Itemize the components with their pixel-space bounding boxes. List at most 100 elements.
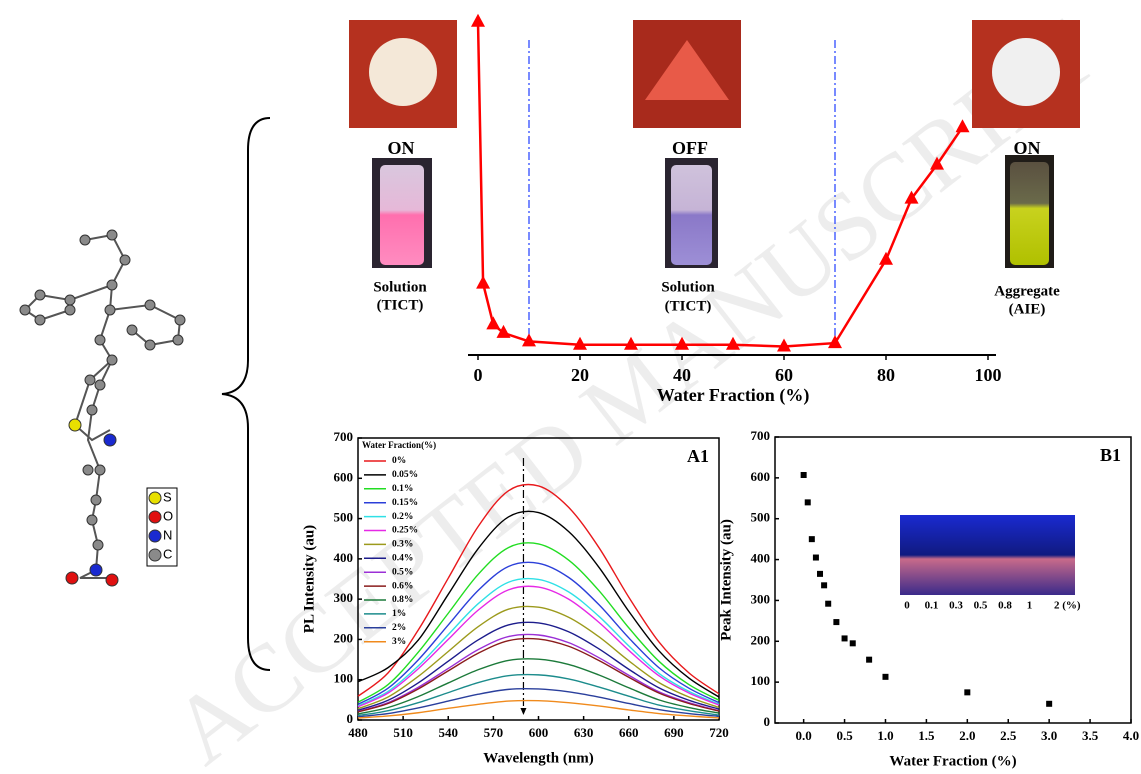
bond <box>79 233 127 579</box>
plot-frame <box>774 436 1132 724</box>
marker <box>833 619 840 626</box>
x-tick-label: 660 <box>619 725 639 740</box>
marker <box>476 275 491 289</box>
legend-title: Water Fraction(%) <box>362 440 436 450</box>
marker <box>522 333 536 347</box>
atom-swatch <box>148 491 162 505</box>
marker <box>675 336 689 350</box>
data-line <box>357 542 720 703</box>
marker <box>849 640 856 647</box>
data-line <box>357 483 720 697</box>
marker <box>821 582 828 589</box>
y-tick-label: 100 <box>751 673 771 688</box>
atom-label: C <box>163 546 172 561</box>
x-tick-label: 4.0 <box>1123 728 1139 743</box>
legend-label: 0.8% <box>392 595 413 605</box>
y-tick-label: 600 <box>334 469 354 484</box>
marker <box>726 336 740 350</box>
arrow-head <box>520 708 527 715</box>
inset-label: 0.1 <box>925 600 939 612</box>
legend-label: 0% <box>392 456 406 466</box>
face <box>369 38 437 106</box>
legend-label: 3% <box>392 637 406 647</box>
marker <box>812 554 819 561</box>
x-axis-label: Wavelength (nm) <box>483 750 593 766</box>
y-tick-label: 100 <box>334 671 354 686</box>
data-line <box>357 577 720 707</box>
atom-swatch <box>148 529 162 543</box>
legend-label: 0.4% <box>392 553 413 563</box>
marker <box>777 338 791 352</box>
inset-label: 0.3 <box>949 600 963 612</box>
bond <box>109 303 182 347</box>
legend-label: 0.25% <box>392 526 418 536</box>
y-tick-label: 300 <box>334 590 354 605</box>
annotation: ON <box>388 138 415 158</box>
annotation: Aggregate <box>994 283 1060 299</box>
x-tick-label: 0 <box>474 365 483 385</box>
data-line <box>357 621 720 711</box>
data-line <box>357 699 720 719</box>
fan <box>645 40 729 100</box>
marker <box>882 673 889 680</box>
marker <box>804 499 811 506</box>
marker <box>624 336 638 350</box>
legend-label: 1% <box>392 609 406 619</box>
y-tick-label: 500 <box>751 510 771 525</box>
x-tick-label: 720 <box>709 725 729 740</box>
x-tick-label: 2.5 <box>1000 728 1017 743</box>
molecule <box>19 229 186 587</box>
marker <box>825 600 832 607</box>
vial-yellow <box>1010 162 1049 265</box>
x-axis-label: Water Fraction (%) <box>657 385 810 406</box>
x-tick-label: 3.0 <box>1041 728 1057 743</box>
y-tick-label: 200 <box>334 630 354 645</box>
x-tick-label: 40 <box>673 365 691 385</box>
x-tick-label: 690 <box>664 725 684 740</box>
marker <box>573 336 587 350</box>
inset-label: 2 (%) <box>1054 600 1081 612</box>
legend-label: 0.05% <box>392 470 418 480</box>
y-tick-label: 700 <box>334 429 354 444</box>
inset-label: 1 <box>1027 600 1033 612</box>
marker <box>471 13 485 27</box>
y-tick-label: 400 <box>751 551 771 566</box>
marker <box>800 471 807 478</box>
data-line <box>357 658 720 715</box>
data-line <box>357 633 720 713</box>
y-axis-label: Peak Intensity (au) <box>718 519 734 641</box>
y-tick-label: 600 <box>751 469 771 484</box>
legend-label: 0.6% <box>392 581 413 591</box>
atom-label: S <box>163 489 172 504</box>
x-tick-label: 20 <box>571 365 589 385</box>
x-tick-label: 60 <box>775 365 793 385</box>
annotation: (TICT) <box>377 297 424 313</box>
legend-label: 0.15% <box>392 498 418 508</box>
data-line <box>357 605 720 710</box>
x-tick-label: 3.5 <box>1082 728 1099 743</box>
panel-label: A1 <box>687 446 709 466</box>
marker <box>904 190 919 204</box>
data-line <box>357 561 720 705</box>
y-tick-label: 0 <box>347 711 354 726</box>
x-tick-label: 600 <box>529 725 549 740</box>
y-tick-label: 700 <box>751 428 771 443</box>
marker <box>964 689 971 696</box>
inset-label: 0.8 <box>998 600 1012 612</box>
data-line <box>357 510 720 698</box>
vial-pink <box>380 165 424 265</box>
x-tick-label: 1.0 <box>877 728 893 743</box>
data-line <box>357 585 720 708</box>
marker <box>879 251 893 265</box>
brace <box>221 117 271 671</box>
data-line <box>357 688 720 718</box>
atom-label: O <box>163 508 173 523</box>
y-tick-label: 300 <box>751 591 771 606</box>
annotation: (AIE) <box>1009 301 1046 317</box>
legend-label: 0.5% <box>392 567 413 577</box>
marker <box>496 324 511 338</box>
panel-label: B1 <box>1100 445 1121 465</box>
marker <box>930 156 944 170</box>
